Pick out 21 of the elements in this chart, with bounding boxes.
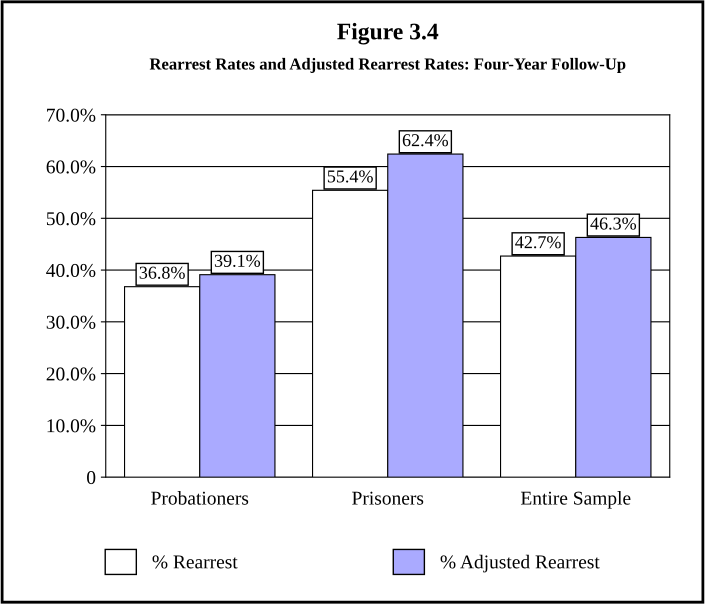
y-tick-label: 20.0% — [46, 367, 96, 381]
y-tick-label: 40.0% — [46, 264, 96, 278]
x-tick-label: Prisoners — [352, 492, 424, 505]
y-tick-label: 10.0% — [48, 419, 96, 432]
legend-label: % Rearrest — [152, 555, 238, 569]
y-tick-label: 0 — [87, 470, 96, 484]
data-label: 46.3% — [590, 217, 636, 230]
y-tick-label: 70.0% — [47, 108, 96, 122]
data-label: 42.7% — [515, 236, 561, 248]
chart-title: Figure 3.4 — [337, 22, 438, 44]
data-label: 39.1% — [214, 254, 260, 267]
y-tick-label: 30.0% — [46, 316, 96, 329]
chart-subtitle: Rearrest Rates and Adjusted Rearrest Rates: Four-Year Follow-Up — [150, 58, 626, 74]
x-tick-label: Entire Sample — [520, 491, 630, 509]
y-tick-label: 60.0% — [46, 160, 96, 174]
y-tick-label: 50.0% — [46, 212, 96, 226]
legend-label: % Adjusted Rearrest — [440, 554, 600, 572]
data-label: 55.4% — [328, 170, 373, 183]
data-label: 36.8% — [140, 266, 185, 279]
data-label: 62.4% — [402, 134, 448, 146]
x-tick-label: Probationers — [151, 491, 248, 505]
